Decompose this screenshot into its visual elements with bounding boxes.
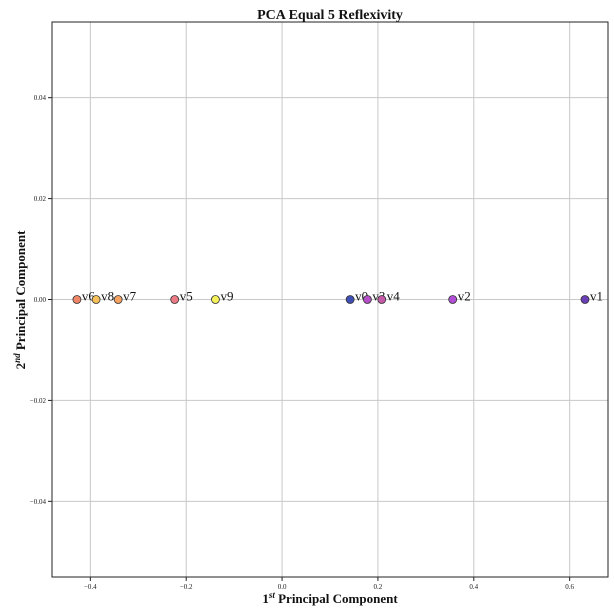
point-v2: [448, 295, 458, 304]
y-tick-label: −0.02: [30, 397, 47, 405]
x-axis-label-sup: st: [268, 590, 276, 600]
y-axis-label: 2nd Principal Component: [12, 230, 28, 369]
point-v6: [72, 295, 82, 304]
y-tick-label: 0.00: [34, 296, 47, 304]
point-v5: [170, 295, 180, 304]
x-tick-label: 0.4: [469, 583, 478, 591]
x-axis-label-base: 1: [262, 591, 269, 606]
x-tick-label: −0.4: [84, 583, 97, 591]
y-tick-label: 0.04: [34, 94, 47, 102]
x-axis-label-rest: Principal Component: [275, 591, 398, 606]
point-label-v8: v8: [101, 289, 114, 304]
point-v1: [580, 295, 590, 304]
x-tick-label: 0.0: [278, 583, 287, 591]
tick-layer: −0.4 −0.2 0.0 0.2 0.4 0.6 0.04 0.02 0.00 −0.02 −0.…: [30, 94, 575, 591]
point-label-v5: v5: [180, 289, 193, 304]
chart-title: PCA Equal 5 Reflexivity: [257, 8, 403, 23]
point-label-v9: v9: [220, 289, 233, 304]
point-v8: [91, 295, 101, 304]
point-label-v7: v7: [123, 289, 137, 304]
y-tick-label: −0.04: [30, 498, 47, 506]
point-label-v4: v4: [387, 289, 401, 304]
x-tick-label: −0.2: [180, 583, 193, 591]
y-axis-label-base: 2: [13, 363, 28, 370]
point-v4: [377, 295, 387, 304]
point-label-v1: v1: [590, 289, 603, 304]
grid-layer: [52, 22, 608, 577]
point-v9: [211, 295, 220, 304]
point-v7: [113, 295, 123, 304]
point-label-v2: v2: [458, 289, 471, 304]
point-v0: [345, 295, 355, 304]
y-axis-label-sup: nd: [12, 353, 22, 363]
y-tick-label: 0.02: [34, 195, 47, 203]
x-tick-label: 0.6: [565, 583, 574, 591]
x-tick-label: 0.2: [374, 583, 383, 591]
x-axis-label: 1st Principal Component: [262, 590, 398, 606]
y-axis-label-rest: Principal Component: [13, 230, 28, 353]
point-v3: [362, 295, 372, 304]
